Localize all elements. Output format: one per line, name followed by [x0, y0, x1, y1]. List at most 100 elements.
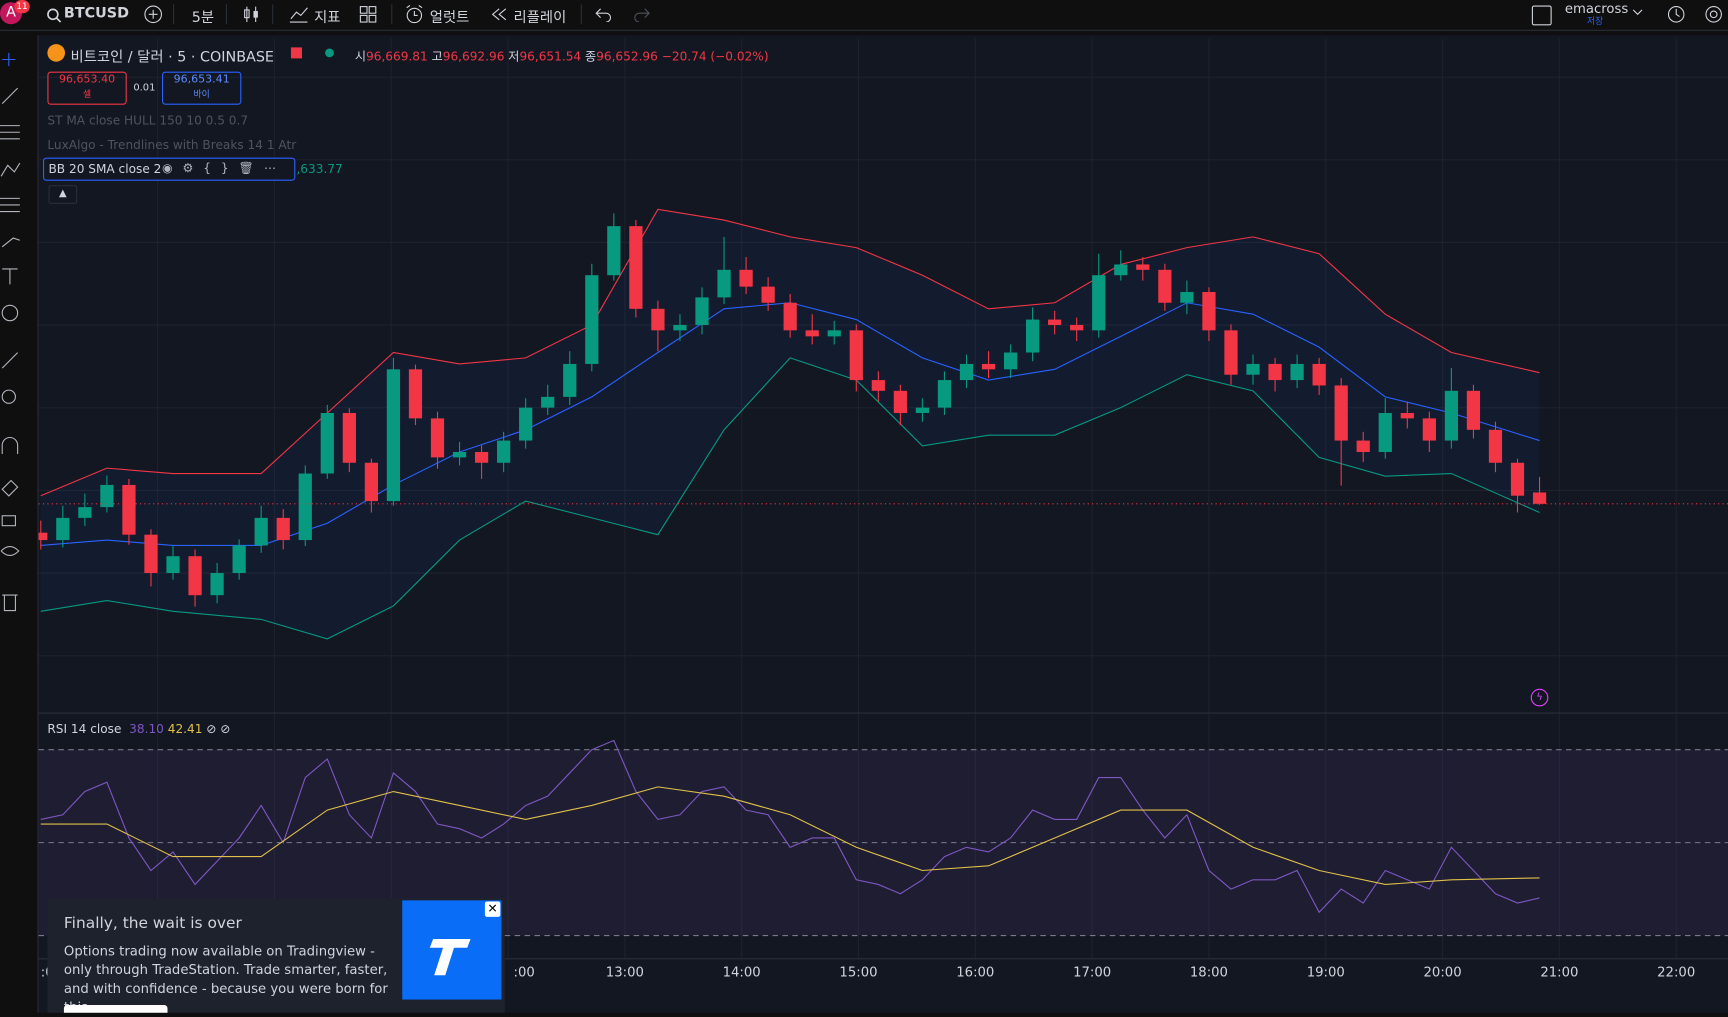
layouts-button[interactable]	[359, 6, 377, 24]
candle-body	[761, 286, 775, 303]
coin-icon	[47, 44, 66, 62]
indicator-legend[interactable]: ST MA close HULL 150 10 0.5 0.7	[47, 113, 249, 128]
candle-body	[298, 473, 312, 541]
candle-body	[1268, 363, 1282, 381]
legend-symbol: 비트코인 / 달러 · 5 · COINBASE	[70, 49, 274, 67]
rsi-ma-value: 42.41	[167, 721, 203, 737]
time-axis-label: 14:00	[723, 965, 761, 980]
candle-body	[452, 452, 467, 458]
symbol-search[interactable]: BTCUSD	[63, 5, 129, 23]
bb-upper	[40, 208, 1540, 497]
candle-body	[1378, 413, 1392, 453]
fullscreen-button[interactable]	[1531, 5, 1552, 26]
notification-badge: 11	[14, 0, 30, 14]
indicator-legend[interactable]: LuxAlgo - Trendlines with Breaks 14 1 At…	[47, 137, 297, 153]
indicators-icon	[289, 7, 308, 23]
candle-body	[1070, 324, 1084, 331]
collapse-legend[interactable]: ▲	[48, 185, 78, 204]
buy-price: 96,653.41	[173, 73, 230, 86]
candle-body	[364, 462, 378, 502]
flag[interactable]	[290, 47, 302, 59]
candle-body	[1466, 390, 1481, 430]
candle-body	[56, 517, 70, 541]
candle-body	[474, 452, 489, 463]
promo-button[interactable]	[63, 1005, 168, 1013]
sell-price: 96,653.40	[59, 73, 116, 86]
time-axis-label: 22:00	[1657, 965, 1695, 980]
candle-body	[144, 534, 158, 574]
h-value: 96,692.96	[442, 49, 505, 64]
candle-body	[1290, 363, 1304, 381]
h-label: 고	[431, 49, 443, 64]
candle-body	[541, 396, 555, 408]
layout-name[interactable]: emacross	[1564, 1, 1629, 17]
candle-body	[210, 573, 224, 596]
indicators-button[interactable]: 지표	[314, 9, 341, 27]
candle-body	[563, 363, 577, 397]
candle-body	[1202, 292, 1216, 331]
candle-body	[695, 297, 709, 325]
promo-body: Options trading now available on Trading…	[63, 943, 388, 1015]
candle-body	[915, 407, 930, 414]
indicator-legend[interactable]: BB 20 SMA close 2	[48, 161, 162, 177]
candle-body	[893, 390, 907, 414]
rsi-line	[40, 739, 1540, 914]
candle-body	[1114, 264, 1128, 276]
candle-body	[1444, 390, 1458, 441]
redo-button[interactable]	[633, 7, 651, 23]
o-value: 96,669.81	[366, 49, 428, 64]
event-marker[interactable]: ϟ	[1530, 688, 1549, 707]
candle-body	[629, 226, 643, 309]
candle-body	[673, 324, 687, 331]
chart-area: :0:0013:0014:0015:0016:0017:0018:0019:00…	[38, 35, 1728, 1013]
candle-body	[1510, 462, 1525, 496]
undo-button[interactable]	[595, 7, 613, 23]
candle-body	[1334, 385, 1348, 441]
time-axis-label: 21:00	[1540, 965, 1578, 980]
candle-body	[959, 363, 974, 381]
indicator-legend-active[interactable]	[42, 157, 296, 181]
candle-body	[981, 363, 996, 370]
candle-body	[585, 275, 599, 364]
time-axis-label: 17:00	[1073, 965, 1111, 980]
rsi-ma-line	[40, 786, 1540, 885]
candle-body	[519, 407, 533, 441]
candle-body	[342, 413, 356, 463]
time-axis-label: :00	[514, 965, 535, 980]
rsi-legend[interactable]: RSI 14 close 38.10 42.41 ⊘ ⊘	[47, 721, 231, 737]
candle-body	[1422, 418, 1436, 441]
candle-body	[849, 330, 863, 381]
candle-body	[166, 556, 180, 574]
candle-body	[100, 484, 114, 508]
candle-body	[739, 269, 753, 287]
promo-close[interactable]: ✕	[484, 901, 501, 917]
c-label: 종	[584, 49, 597, 64]
save-status: 저장	[1586, 16, 1604, 27]
candle-body	[1400, 413, 1414, 419]
candle-body	[1048, 319, 1062, 325]
spread: 0.01	[133, 82, 156, 94]
chart-background	[38, 35, 1728, 1013]
alert-button[interactable]: 얼럿트	[429, 9, 470, 27]
candle-body	[1158, 269, 1172, 303]
candle-body	[1356, 440, 1370, 453]
quick-search-button[interactable]	[1666, 3, 1688, 25]
indicator-controls[interactable]: ◉⚙{}🗑⋯	[161, 160, 286, 176]
chart-type-button[interactable]	[242, 6, 260, 24]
promo-title: Finally, the wait is over	[63, 914, 242, 933]
sell-label: 셀	[82, 89, 92, 100]
compare-button[interactable]	[143, 4, 163, 24]
candle-body	[1003, 352, 1018, 370]
candle-body	[386, 369, 401, 502]
sell-button[interactable]: 96,653.40 셀	[47, 71, 127, 105]
replay-button[interactable]: 리플레이	[513, 9, 567, 27]
candle-body	[232, 545, 246, 574]
settings-button[interactable]	[1703, 3, 1725, 25]
interval-button[interactable]: 5분	[191, 9, 215, 27]
candle-body	[717, 269, 731, 298]
buy-button[interactable]: 96,653.41 바이	[161, 71, 242, 105]
layout-menu[interactable]	[1632, 9, 1643, 18]
bb-lower	[40, 357, 1540, 640]
time-axis-label: 15:00	[839, 965, 877, 980]
